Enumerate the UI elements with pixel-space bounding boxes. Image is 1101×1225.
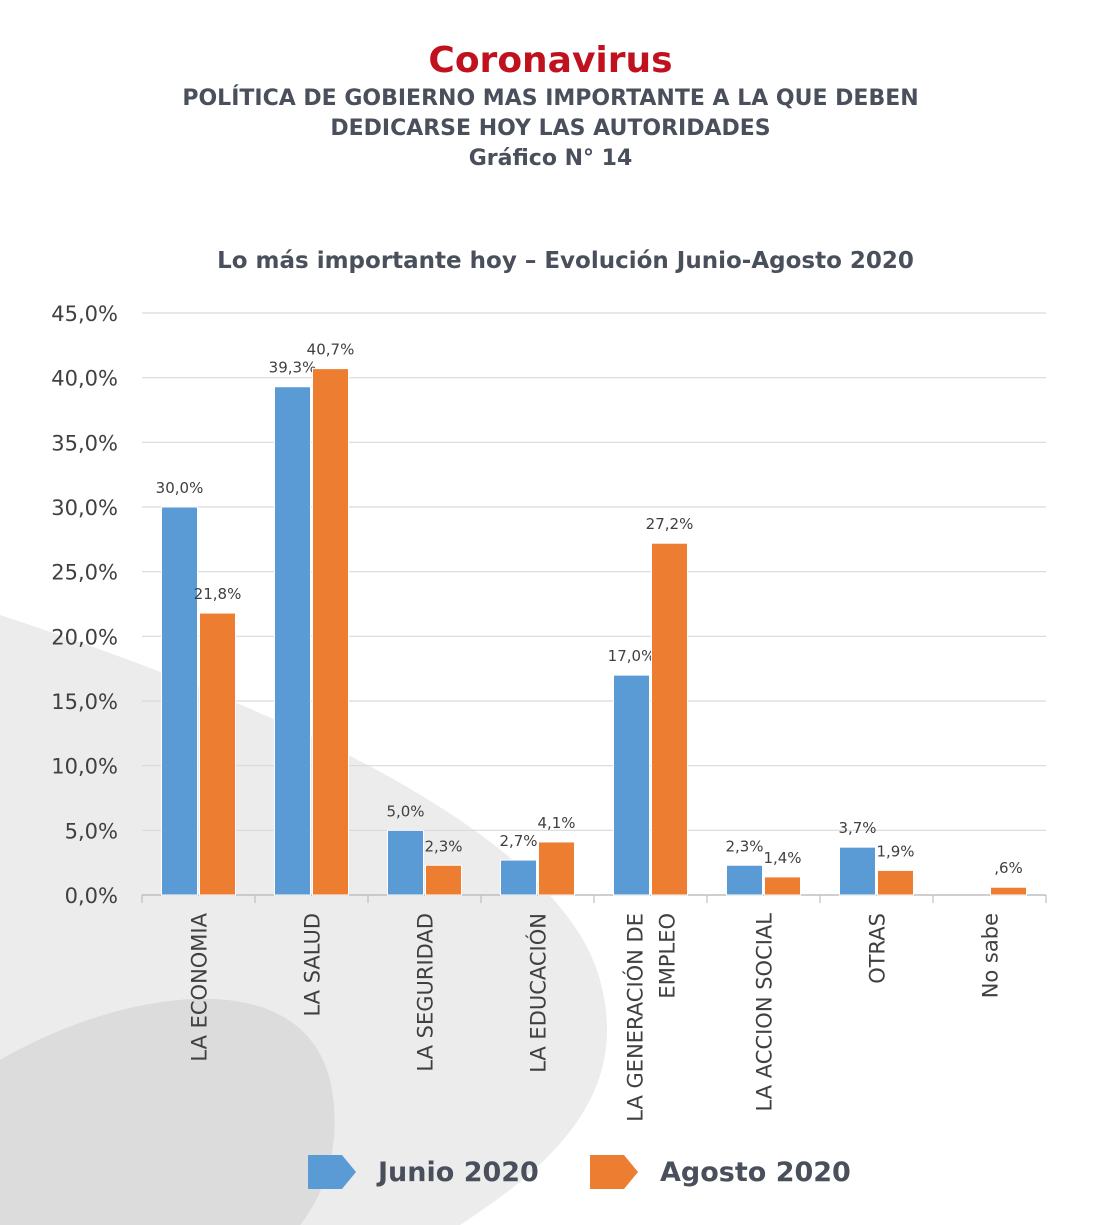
category-label: LA EDUCACIÓN bbox=[526, 913, 551, 1073]
chart-number: Gráfico N° 14 bbox=[468, 146, 633, 171]
bar-junio bbox=[726, 864, 763, 896]
subtitle-line-2: DEDICARSE HOY LAS AUTORIDADES bbox=[330, 116, 771, 141]
category-label: EMPLEO bbox=[656, 913, 680, 999]
legend-swatch-agosto bbox=[590, 1155, 638, 1189]
data-label: 30,0% bbox=[156, 479, 204, 497]
bar-agosto bbox=[538, 841, 575, 896]
legend-swatch-junio bbox=[308, 1155, 356, 1189]
bar-agosto bbox=[990, 886, 1027, 896]
y-tick-label: 20,0% bbox=[51, 625, 118, 649]
legend-item-agosto: Agosto 2020 bbox=[590, 1150, 851, 1194]
bar-agosto bbox=[425, 864, 462, 896]
y-tick-label: 25,0% bbox=[51, 561, 118, 585]
data-label: ,6% bbox=[994, 859, 1023, 877]
data-label: 21,8% bbox=[194, 585, 242, 603]
data-label: 2,3% bbox=[424, 837, 462, 855]
data-label: 2,7% bbox=[499, 832, 537, 850]
chart-title: Lo más importante hoy – Evolución Junio-… bbox=[217, 248, 914, 274]
data-label: 4,1% bbox=[537, 814, 575, 832]
data-label: 1,4% bbox=[763, 849, 801, 867]
brand-title: Coronavirus bbox=[428, 40, 673, 81]
category-label: OTRAS bbox=[866, 913, 890, 984]
category-label: LA GENERACIÓN DE bbox=[623, 913, 648, 1122]
data-label: 40,7% bbox=[307, 341, 355, 359]
bar-agosto bbox=[312, 368, 349, 896]
y-tick-label: 0,0% bbox=[65, 884, 118, 908]
category-label: LA ECONOMIA bbox=[188, 912, 212, 1061]
data-label: 27,2% bbox=[646, 515, 694, 533]
bar-agosto bbox=[764, 876, 801, 896]
data-label: 1,9% bbox=[876, 842, 914, 860]
category-label: No sabe bbox=[979, 913, 1003, 998]
data-label: 3,7% bbox=[838, 819, 876, 837]
legend: Junio 2020 Agosto 2020 bbox=[0, 1150, 1101, 1194]
y-tick-label: 5,0% bbox=[65, 819, 118, 843]
y-tick-label: 30,0% bbox=[51, 496, 118, 520]
header: Coronavirus POLÍTICA DE GOBIERNO MAS IMP… bbox=[0, 38, 1101, 174]
bar-agosto bbox=[199, 612, 236, 896]
legend-label-junio: Junio 2020 bbox=[378, 1156, 539, 1188]
bar-junio bbox=[613, 674, 650, 896]
bar-junio bbox=[161, 506, 198, 896]
bar-junio bbox=[500, 859, 537, 896]
bar-agosto bbox=[877, 869, 914, 896]
bar-agosto bbox=[651, 542, 688, 896]
y-tick-label: 35,0% bbox=[51, 431, 118, 455]
bar-junio bbox=[274, 386, 311, 896]
category-label: LA ACCION SOCIAL bbox=[753, 913, 777, 1112]
category-label: LA SEGURIDAD bbox=[414, 913, 438, 1072]
legend-label-agosto: Agosto 2020 bbox=[660, 1156, 851, 1188]
y-tick-label: 15,0% bbox=[51, 690, 118, 714]
bar-chart: 0,0% 5,0% 10,0% 15,0% 20,0% 25,0% 30,0% 35,0% 40… bbox=[51, 302, 1047, 1122]
category-label: LA SALUD bbox=[301, 913, 325, 1017]
data-label: 17,0% bbox=[608, 647, 656, 665]
data-label: 2,3% bbox=[725, 837, 763, 855]
data-label: 39,3% bbox=[269, 359, 317, 377]
subtitle-line-1: POLÍTICA DE GOBIERNO MAS IMPORTANTE A LA… bbox=[182, 86, 919, 111]
y-tick-label: 10,0% bbox=[51, 755, 118, 779]
legend-item-junio: Junio 2020 bbox=[308, 1150, 539, 1194]
bar-junio bbox=[839, 846, 876, 896]
y-tick-label: 40,0% bbox=[51, 367, 118, 391]
data-label: 5,0% bbox=[386, 802, 424, 820]
y-tick-label: 45,0% bbox=[51, 302, 118, 326]
bar-junio bbox=[387, 829, 424, 896]
